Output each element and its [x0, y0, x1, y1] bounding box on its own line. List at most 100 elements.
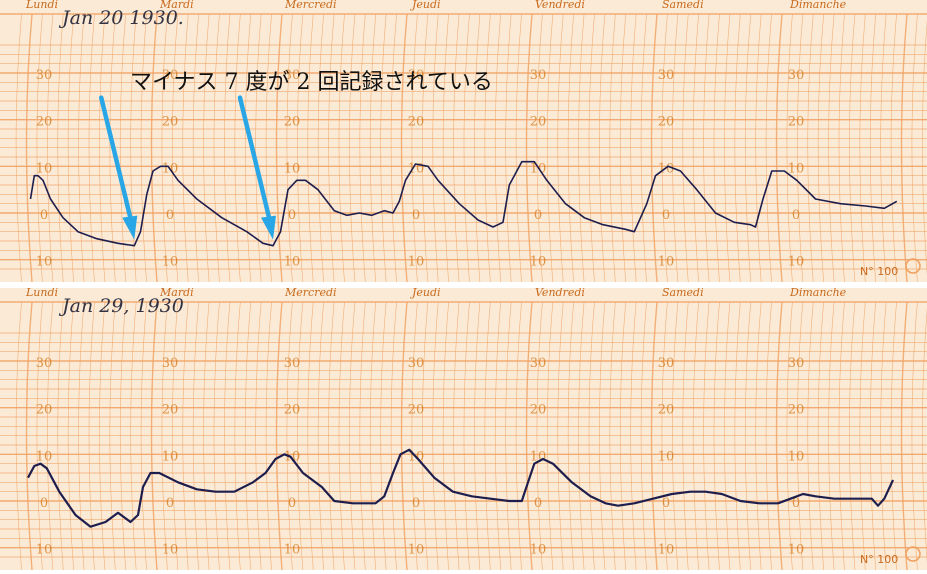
- paper-background: [0, 288, 927, 570]
- y-tick-label: 10: [658, 255, 675, 270]
- y-tick-label: 10: [530, 255, 547, 270]
- y-tick-label: 20: [162, 115, 179, 130]
- y-tick-label: 20: [408, 115, 425, 130]
- y-tick-label: 20: [36, 115, 53, 130]
- y-tick-label: 10: [788, 543, 805, 558]
- y-tick-label: 30: [162, 356, 179, 371]
- y-tick-labels: 30 20 10 0 10 30 20 10 0 10 30 20 10 0 10 30 20 10 0 10 30 20…: [36, 68, 805, 270]
- y-tick-label: 30: [162, 68, 179, 83]
- y-tick-label: 20: [658, 403, 675, 418]
- y-tick-label: 30: [408, 356, 425, 371]
- chart-number: N° 100: [860, 553, 898, 566]
- y-tick-label: 20: [284, 115, 301, 130]
- y-tick-label: 20: [788, 115, 805, 130]
- chart-panel-2: Lundi Mardi Mercredi Jeudi Vendredi Samedi Dim…: [0, 286, 927, 571]
- y-tick-label: 30: [530, 68, 547, 83]
- y-tick-label: 0: [288, 208, 296, 223]
- y-tick-label: 30: [408, 68, 425, 83]
- y-tick-label: 20: [530, 403, 547, 418]
- y-tick-label: 0: [662, 496, 670, 511]
- day-label: Mardi: [159, 286, 194, 299]
- y-tick-label: 20: [658, 115, 675, 130]
- y-tick-label: 10: [162, 449, 179, 464]
- y-tick-label: 10: [36, 543, 53, 558]
- day-label: Vendredi: [535, 286, 585, 299]
- y-tick-label: 30: [788, 356, 805, 371]
- y-tick-label: 0: [40, 496, 48, 511]
- y-tick-label: 10: [162, 543, 179, 558]
- day-label: Mercredi: [284, 0, 337, 11]
- day-label: Mardi: [159, 0, 194, 11]
- y-tick-label: 10: [162, 255, 179, 270]
- time-arcs: [15, 13, 927, 283]
- y-tick-label: 30: [658, 356, 675, 371]
- y-tick-label: 10: [658, 449, 675, 464]
- annotation-text: マイナス 7 度が 2 回記録されている: [130, 70, 493, 95]
- y-tick-label: 0: [412, 496, 420, 511]
- y-tick-label: 30: [284, 356, 301, 371]
- y-tick-label: 30: [658, 68, 675, 83]
- y-tick-label: 10: [36, 255, 53, 270]
- y-tick-label: 10: [36, 161, 53, 176]
- temperature-trace: [27, 448, 894, 528]
- temperature-trace: [29, 160, 898, 247]
- y-tick-labels: 30 20 10 0 10 30 20 10 0 10 30 20 10 0 10 30 20 10 0 10 30 20…: [36, 356, 805, 558]
- day-label: Samedi: [662, 286, 704, 299]
- day-label: Mercredi: [284, 286, 337, 299]
- y-tick-label: 30: [36, 68, 53, 83]
- y-tick-label: 10: [788, 161, 805, 176]
- y-tick-label: 20: [162, 403, 179, 418]
- y-tick-label: 10: [788, 449, 805, 464]
- paper-background: [0, 0, 927, 282]
- y-tick-label: 10: [530, 543, 547, 558]
- day-label: Lundi: [25, 286, 58, 299]
- y-tick-label: 0: [166, 208, 174, 223]
- y-tick-label: 10: [36, 449, 53, 464]
- day-label: Samedi: [662, 0, 704, 11]
- y-tick-label: 10: [530, 161, 547, 176]
- y-tick-label: 30: [788, 68, 805, 83]
- gear-icon: [905, 258, 921, 274]
- y-tick-label: 0: [662, 208, 670, 223]
- handwritten-date: Jan 29, 1930: [58, 295, 184, 317]
- gear-icon: [905, 546, 921, 562]
- day-label: Dimanche: [789, 286, 847, 299]
- y-tick-label: 0: [534, 496, 542, 511]
- y-tick-label: 30: [284, 68, 301, 83]
- y-tick-label: 10: [408, 543, 425, 558]
- day-label: Jeudi: [410, 0, 441, 11]
- day-label: Vendredi: [535, 0, 585, 11]
- y-tick-label: 10: [284, 449, 301, 464]
- day-label: Lundi: [25, 0, 58, 11]
- y-tick-label: 30: [530, 356, 547, 371]
- y-tick-label: 10: [658, 161, 675, 176]
- y-tick-label: 0: [412, 208, 420, 223]
- handwritten-date: Jan 20 1930.: [58, 7, 184, 29]
- y-tick-label: 10: [284, 255, 301, 270]
- y-tick-label: 0: [288, 496, 296, 511]
- y-tick-label: 20: [36, 403, 53, 418]
- y-tick-label: 0: [166, 496, 174, 511]
- y-tick-label: 0: [534, 208, 542, 223]
- y-tick-label: 0: [40, 208, 48, 223]
- y-tick-label: 20: [788, 403, 805, 418]
- chart-panel-1: Lundi Mardi Mercredi Jeudi Vendredi Samedi Dim…: [0, 0, 927, 283]
- y-tick-label: 10: [788, 255, 805, 270]
- y-tick-label: 10: [284, 543, 301, 558]
- y-tick-label: 10: [284, 161, 301, 176]
- chart-separator: [0, 282, 927, 288]
- y-tick-label: 0: [792, 496, 800, 511]
- y-tick-label: 20: [408, 403, 425, 418]
- y-tick-label: 10: [408, 255, 425, 270]
- y-tick-label: 20: [284, 403, 301, 418]
- chart-number: N° 100: [860, 265, 898, 278]
- time-arcs: [15, 301, 927, 571]
- annotation-arrow: [99, 95, 138, 240]
- y-tick-label: 30: [36, 356, 53, 371]
- y-tick-label: 10: [658, 543, 675, 558]
- y-tick-label: 20: [530, 115, 547, 130]
- y-tick-label: 0: [792, 208, 800, 223]
- day-label: Jeudi: [410, 286, 441, 299]
